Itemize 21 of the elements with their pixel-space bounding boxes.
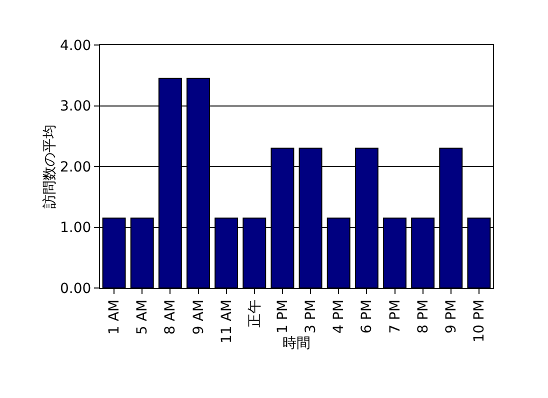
x-tick-label: 1 AM <box>106 300 123 335</box>
y-axis-title: 訪問数の平均 <box>42 124 58 208</box>
y-tick-label: 3.00 <box>60 98 92 115</box>
x-tick-label: 6 PM <box>359 300 376 334</box>
y-tick-label: 0.00 <box>60 280 92 297</box>
x-tick-label: 3 PM <box>303 300 320 334</box>
x-tick-label: 10 PM <box>472 300 488 342</box>
x-tick-label: 4 PM <box>331 300 348 334</box>
x-tick-label: 9 PM <box>443 300 460 334</box>
x-tick-label: 8 AM <box>162 300 179 335</box>
x-tick-label: 5 AM <box>134 300 151 335</box>
x-tick-label: 9 AM <box>190 300 207 335</box>
x-tick-label: 正午 <box>246 300 263 328</box>
x-tick-label: 8 PM <box>415 300 432 334</box>
x-axis-title: 時間 <box>282 335 310 352</box>
x-tick-label: 7 PM <box>387 300 404 334</box>
x-tick-label: 1 PM <box>275 300 292 334</box>
y-tick-label: 1.00 <box>60 220 92 236</box>
y-tick-label: 4.00 <box>60 38 92 54</box>
x-tick-label: 11 AM <box>218 300 235 344</box>
y-tick-label: 2.00 <box>60 159 92 176</box>
